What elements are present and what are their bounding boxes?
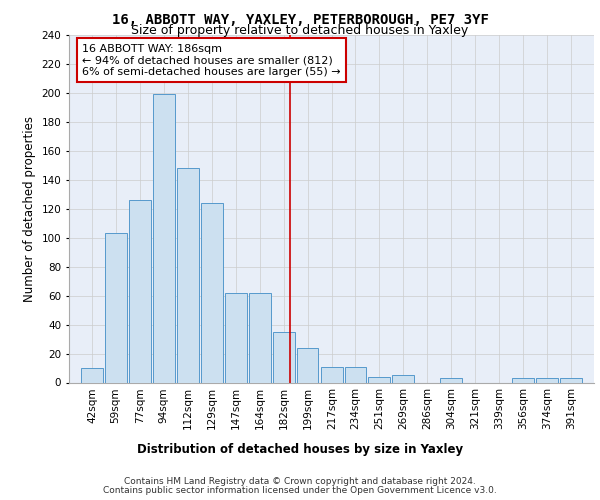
Bar xyxy=(392,376,415,382)
Bar xyxy=(82,368,103,382)
Bar xyxy=(200,203,223,382)
Bar xyxy=(440,378,463,382)
Text: 16 ABBOTT WAY: 186sqm
← 94% of detached houses are smaller (812)
6% of semi-deta: 16 ABBOTT WAY: 186sqm ← 94% of detached … xyxy=(82,44,341,77)
Text: 16, ABBOTT WAY, YAXLEY, PETERBOROUGH, PE7 3YF: 16, ABBOTT WAY, YAXLEY, PETERBOROUGH, PE… xyxy=(112,12,488,26)
Bar xyxy=(104,234,127,382)
Y-axis label: Number of detached properties: Number of detached properties xyxy=(23,116,36,302)
Bar xyxy=(225,292,247,382)
Bar xyxy=(177,168,199,382)
Text: Contains public sector information licensed under the Open Government Licence v3: Contains public sector information licen… xyxy=(103,486,497,495)
Bar xyxy=(368,376,390,382)
Bar xyxy=(512,378,533,382)
Text: Size of property relative to detached houses in Yaxley: Size of property relative to detached ho… xyxy=(131,24,469,37)
Bar xyxy=(296,348,319,382)
Bar xyxy=(344,366,367,382)
Bar xyxy=(248,292,271,382)
Text: Contains HM Land Registry data © Crown copyright and database right 2024.: Contains HM Land Registry data © Crown c… xyxy=(124,477,476,486)
Bar xyxy=(560,378,581,382)
Bar xyxy=(536,378,559,382)
Bar xyxy=(152,94,175,383)
Bar xyxy=(130,200,151,382)
Bar xyxy=(273,332,295,382)
Bar xyxy=(321,366,343,382)
Text: Distribution of detached houses by size in Yaxley: Distribution of detached houses by size … xyxy=(137,444,463,456)
